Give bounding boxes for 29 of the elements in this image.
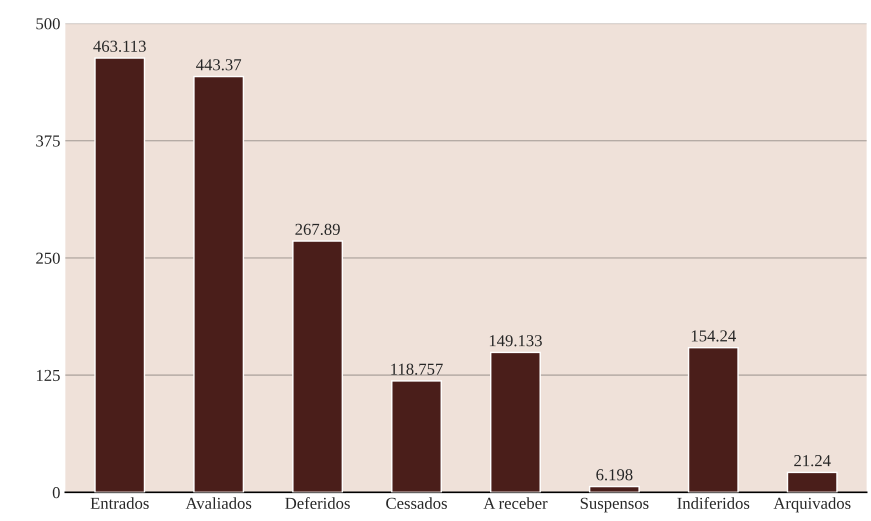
y-tick-label: 500 [36,18,60,30]
x-tick-label: Avaliados [186,497,252,509]
x-tick-label: Indiferidos [677,497,750,509]
data-label: 118.757 [391,364,443,375]
bar [786,472,838,492]
data-label: 6.198 [596,469,632,480]
x-tick-label: Suspensos [580,498,648,512]
y-tick-label: 125 [36,370,60,382]
bar [588,486,640,492]
bar [391,380,442,492]
bar [490,352,541,492]
x-tick-label: Arquivados [774,497,851,512]
y-tick-label: 375 [36,135,60,147]
x-tick-label: A receber [483,497,548,509]
bar [94,57,146,492]
data-label: 149.133 [490,335,542,346]
x-tick-label: Cessados [386,497,447,509]
bar [688,347,739,492]
y-tick-label: 0 [52,487,60,498]
bar [292,240,344,492]
data-label: 21.24 [794,455,831,466]
data-label: 267.89 [295,224,340,236]
x-tick-label: Entrados [90,497,149,509]
data-label: 463.113 [93,40,146,52]
y-tick-label: 250 [36,252,60,264]
data-label: 443.37 [196,59,242,70]
x-tick-label: Deferidos [285,497,350,509]
data-label: 154.24 [692,330,736,342]
bar [193,76,244,492]
